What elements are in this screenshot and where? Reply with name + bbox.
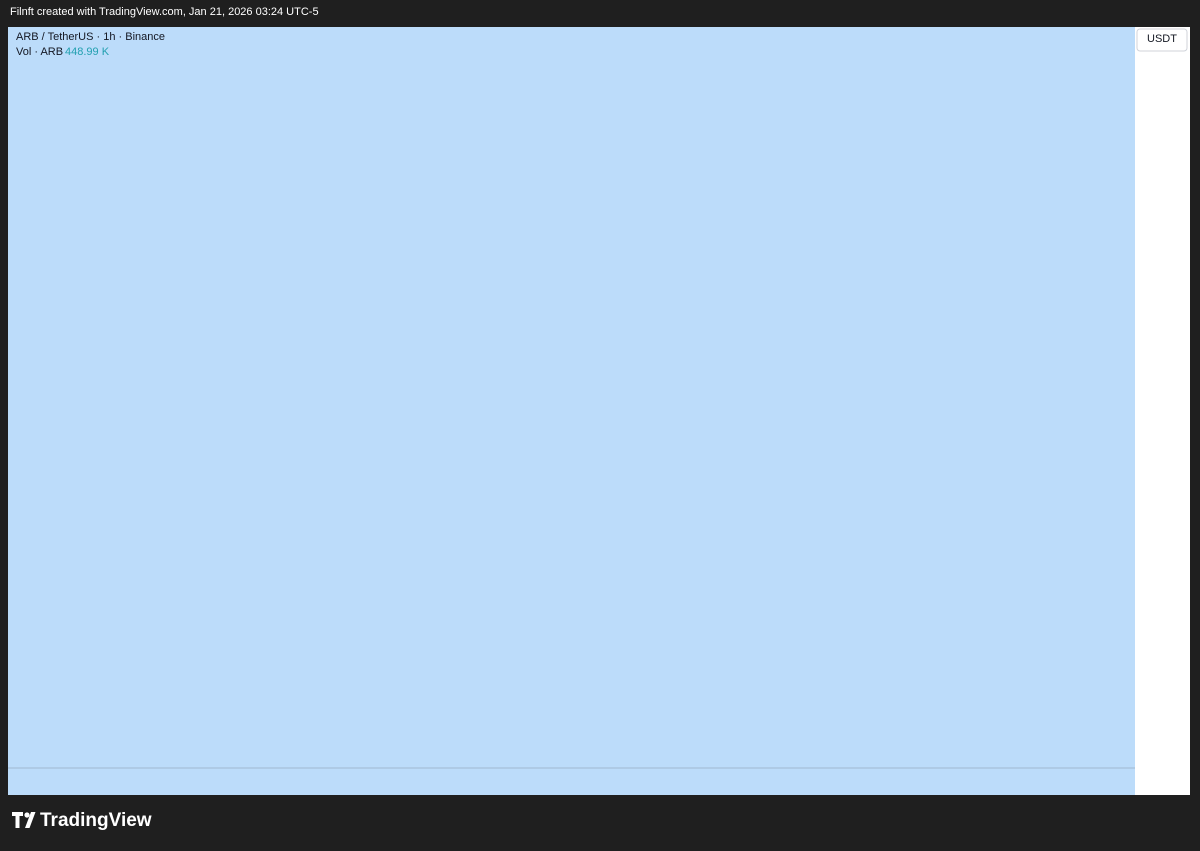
logo-dot: [24, 812, 30, 818]
logo-mark: [12, 812, 36, 828]
currency-box: [1136, 28, 1188, 52]
volume-legend: Vol · ARB: [16, 46, 63, 58]
symbol-legend: ARB / TetherUS · 1h · Binance: [16, 31, 165, 43]
brand: TradingView: [40, 810, 152, 831]
currency: USDT: [1147, 33, 1177, 45]
header: Filnft created with TradingView.com, Jan…: [10, 6, 319, 18]
brand-logo: [12, 812, 36, 828]
plot-background: [8, 27, 1135, 795]
price-axis: [1135, 27, 1190, 795]
volume-legend-value: 448.99 K: [65, 46, 110, 58]
